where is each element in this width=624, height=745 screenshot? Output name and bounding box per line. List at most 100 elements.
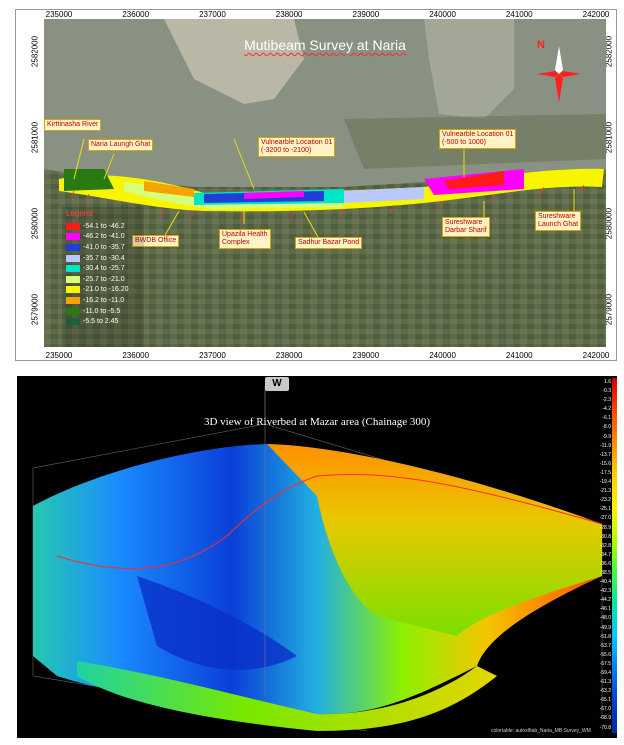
colorbar-tick-label: -34.7: [599, 551, 611, 558]
colorbar-tick-label: -15.6: [599, 460, 611, 467]
legend-item: -46.2 to -41.0: [62, 232, 144, 243]
satellite-map: Mutibeam Survey at Naria N Kirttinasha R…: [44, 19, 606, 347]
legend-item: -30.4 to -25.7: [62, 263, 144, 274]
callout-sureshware-launch: Sureshware Launch Ghat: [535, 211, 582, 231]
colorbar-tick-label: -48.0: [599, 615, 611, 622]
colorbar-tick-label: -2.3: [602, 397, 611, 404]
callout-line: Launch Ghat: [538, 221, 579, 228]
x-tick-label: 239000: [352, 351, 380, 360]
y-tick-label: 2580000: [30, 207, 40, 240]
colorbar-tick-label: 1.6: [604, 379, 611, 385]
x-tick-label: 237000: [199, 351, 226, 360]
3d-view-title: 3D view of Riverbed at Mazar area (Chain…: [203, 416, 430, 428]
x-tick-label: 236000: [122, 351, 150, 360]
x-tick-label: 240000: [429, 351, 456, 360]
x-tick-label: 242000: [582, 351, 610, 360]
colorbar-tick-label: -0.3: [602, 388, 611, 395]
depth-legend: Legend -54.1 to -46.2 -46.2 to -41.0 -41.0…: [62, 207, 144, 347]
colorbar-tick-label: -13.7: [599, 451, 611, 458]
legend-item: -54.1 to -46.2: [62, 221, 144, 232]
callout-line: Complex: [222, 239, 250, 246]
legend-label: -41.0 to -35.7: [83, 243, 125, 251]
colorbar-tick-label: -17.5: [599, 469, 611, 476]
colorbar-tick-label: -67.0: [599, 706, 611, 713]
colorbar-tick-label: -61.3: [599, 679, 611, 686]
x-tick-label: 238000: [275, 10, 303, 19]
colorbar-tick-label: -40.4: [599, 579, 611, 586]
legend-label: -16.2 to -11.0: [83, 296, 125, 304]
legend-item: -5.5 to 2.45: [62, 316, 144, 327]
legend-items: -54.1 to -46.2 -46.2 to -41.0 -41.0 to -35…: [62, 221, 144, 327]
colorbar-tick-label: -8.0: [602, 424, 611, 431]
colorbar-tick-label: -4.2: [602, 406, 611, 413]
legend-item: -21.0 to -16.20: [62, 285, 144, 296]
depth-colorbar: [612, 378, 617, 733]
colortable-footer: colortable: autoxlItab_Naria_MB Survey_W…: [491, 728, 591, 734]
colorbar-tick-label: -28.9: [599, 524, 611, 531]
legend-label: -5.5 to 2.45: [83, 318, 119, 326]
view-direction-label: W: [265, 377, 289, 391]
legend-swatch: [66, 307, 80, 315]
north-label: N: [537, 39, 545, 51]
colorbar-tick-label: -32.8: [599, 542, 611, 549]
legend-item: -16.2 to -11.0: [62, 295, 144, 306]
callout-line: Vulnearble Location 01: [261, 139, 333, 146]
x-tick-label: 241000: [505, 10, 533, 19]
legend-item: -25.7 to -21.0: [62, 274, 144, 285]
callout-vulnerable-loc-b: Vulnearble Location 01 (-500 to 1000): [439, 129, 517, 149]
colorbar-tick-label: -55.6: [599, 651, 611, 658]
callout-line: Upazila Health: [222, 231, 268, 238]
legend-item: -11.0 to -5.5: [62, 306, 144, 317]
colorbar-tick-label: -27.0: [599, 515, 611, 522]
callout-line: (-500 to 1000): [442, 139, 486, 146]
legend-label: -35.7 to -30.4: [83, 254, 125, 262]
legend-label: -25.7 to -21.0: [83, 275, 125, 283]
legend-swatch: [66, 222, 80, 230]
colorbar-tick-label: -53.7: [599, 642, 611, 649]
colorbar-tick-label: -23.2: [599, 497, 611, 504]
callout-vulnerable-loc-a: Vulnearble Location 01 (-3200 to -2100): [258, 137, 336, 157]
colorbar-tick-label: -38.5: [599, 569, 611, 576]
colorbar-tick-label: -11.9: [599, 442, 611, 449]
x-tick-label: 240000: [429, 10, 456, 19]
map-title: Mutibeam Survey at Naria: [244, 37, 406, 53]
legend-swatch: [66, 286, 80, 294]
x-tick-label: 241000: [505, 351, 533, 360]
survey-map-panel: 235000 236000 237000 238000 239000 240000 2410…: [15, 9, 617, 361]
callout-kirttinasha: Kirttinasha River: [44, 119, 102, 131]
legend-title: Legend: [66, 209, 93, 218]
colorbar-tick-label: -70.8: [599, 724, 611, 731]
legend-swatch: [66, 254, 80, 262]
y-tick-label: 2581000: [30, 121, 40, 154]
colorbar-tick-label: -46.1: [599, 606, 611, 613]
colorbar-tick-label: -44.2: [599, 597, 611, 604]
colorbar-tick-label: -57.5: [599, 660, 611, 667]
colorbar-tick-label: -49.9: [599, 624, 611, 631]
legend-label: -54.1 to -46.2: [83, 222, 125, 230]
legend-label: -21.0 to -16.20: [83, 286, 129, 294]
legend-swatch: [66, 318, 80, 326]
callout-sadhur-bazar: Sadhur Bazar Pond: [295, 237, 363, 249]
legend-item: -35.7 to -30.4: [62, 253, 144, 264]
legend-swatch: [66, 296, 80, 304]
colorbar-tick-label: -63.2: [599, 688, 611, 695]
north-arrow-icon: [537, 46, 581, 102]
x-tick-label: 242000: [582, 10, 610, 19]
colorbar-tick-label: -59.4: [599, 670, 611, 676]
legend-label: -46.2 to -41.0: [83, 233, 125, 241]
colorbar-tick-label: -65.1: [599, 697, 611, 704]
legend-label: -30.4 to -25.7: [83, 265, 125, 273]
colorbar-tick-label: -19.4: [599, 479, 611, 486]
colorbar-tick-label: -30.8: [599, 533, 611, 540]
x-tick-label: 238000: [275, 351, 303, 360]
colorbar-tick-label: -25.1: [599, 506, 611, 513]
x-tick-label: 235000: [45, 351, 73, 360]
colorbar-tick-label: -21.3: [599, 488, 611, 495]
x-tick-label: 235000: [45, 10, 73, 19]
callout-naria-ghat: Naria Laungh Ghat: [88, 139, 154, 151]
colorbar-tick-label: -9.9: [602, 433, 611, 440]
callout-line: (-3200 to -2100): [261, 147, 312, 154]
riverbed-3d-surface: [32, 386, 603, 732]
colorbar-tick-label: -51.8: [599, 633, 611, 640]
y-tick-label: 2579000: [30, 293, 40, 326]
